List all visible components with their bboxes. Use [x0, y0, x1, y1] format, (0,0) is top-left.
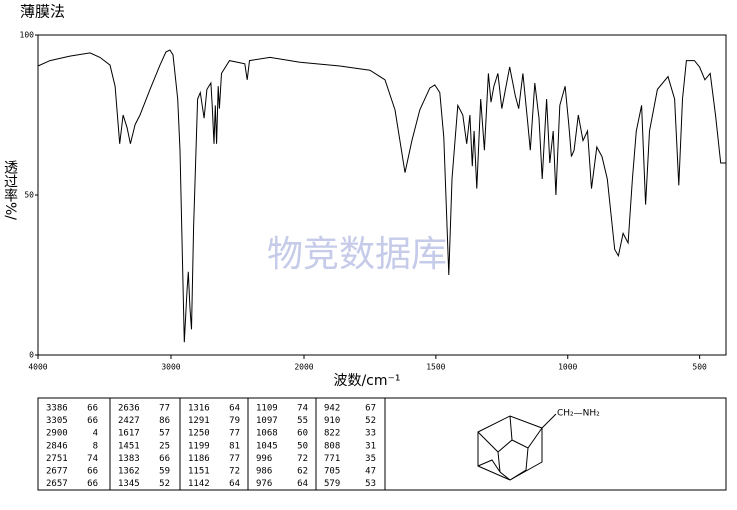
- peak-transmittance: 62: [297, 467, 308, 477]
- peak-transmittance: 60: [297, 429, 308, 439]
- peak-transmittance: 59: [159, 467, 170, 477]
- bond: [477, 415, 543, 481]
- peak-transmittance: 8: [93, 441, 98, 451]
- peak-transmittance: 64: [229, 479, 240, 489]
- peak-transmittance: 77: [229, 454, 240, 464]
- peak-wavenumber: 2636: [118, 404, 140, 414]
- peak-wavenumber: 1316: [188, 404, 210, 414]
- peak-wavenumber: 2846: [46, 441, 68, 451]
- peak-wavenumber: 1186: [188, 454, 210, 464]
- peak-wavenumber: 2677: [46, 467, 68, 477]
- peak-transmittance: 66: [87, 479, 98, 489]
- plot-frame: [37, 34, 727, 356]
- peak-wavenumber: 910: [324, 416, 340, 426]
- peak-wavenumber: 1362: [118, 467, 140, 477]
- peak-transmittance: 74: [87, 454, 98, 464]
- peak-wavenumber: 822: [324, 429, 340, 439]
- peak-transmittance: 33: [365, 429, 376, 439]
- peak-transmittance: 52: [365, 416, 376, 426]
- peak-wavenumber: 1199: [188, 441, 210, 451]
- peak-wavenumber: 1451: [118, 441, 140, 451]
- peak-transmittance: 53: [365, 479, 376, 489]
- peak-wavenumber: 2657: [46, 479, 68, 489]
- spectrum-line: [37, 49, 726, 343]
- peak-wavenumber: 771: [324, 454, 340, 464]
- peak-transmittance: 86: [159, 416, 170, 426]
- peak-table: [37, 397, 727, 491]
- y-axis-label: 透过率%/: [2, 160, 18, 220]
- y-tick-label: 50: [24, 191, 34, 200]
- peak-wavenumber: 976: [256, 479, 272, 489]
- peak-wavenumber: 1151: [188, 467, 210, 477]
- peak-transmittance: 35: [365, 454, 376, 464]
- peak-transmittance: 77: [229, 429, 240, 439]
- x-axis-label: 波数/cm⁻¹: [333, 373, 400, 389]
- peak-transmittance: 25: [159, 441, 170, 451]
- peak-transmittance: 55: [297, 416, 308, 426]
- peak-wavenumber: 2900: [46, 429, 68, 439]
- peak-transmittance: 4: [93, 429, 98, 439]
- peak-transmittance: 79: [229, 416, 240, 426]
- peak-transmittance: 74: [297, 404, 308, 414]
- x-tick-label: 1000: [558, 363, 577, 372]
- peak-wavenumber: 579: [324, 479, 340, 489]
- peak-wavenumber: 808: [324, 441, 340, 451]
- peak-transmittance: 66: [87, 416, 98, 426]
- peak-transmittance: 47: [365, 467, 376, 477]
- peak-transmittance: 64: [297, 479, 308, 489]
- peak-transmittance: 66: [87, 467, 98, 477]
- peak-wavenumber: 705: [324, 467, 340, 477]
- y-tick-label: 100: [20, 31, 35, 40]
- bond: [541, 413, 557, 429]
- peak-transmittance: 81: [229, 441, 240, 451]
- peak-transmittance: 66: [87, 404, 98, 414]
- peak-wavenumber: 1045: [256, 441, 278, 451]
- peak-transmittance: 72: [229, 467, 240, 477]
- peak-transmittance: 52: [159, 479, 170, 489]
- peak-transmittance: 50: [297, 441, 308, 451]
- peak-transmittance: 77: [159, 404, 170, 414]
- peak-wavenumber: 3305: [46, 416, 68, 426]
- peak-wavenumber: 1383: [118, 454, 140, 464]
- table-frame: [37, 397, 727, 491]
- peak-wavenumber: 1068: [256, 429, 278, 439]
- peak-transmittance: 31: [365, 441, 376, 451]
- x-tick-label: 500: [692, 363, 707, 372]
- bond: [477, 415, 543, 481]
- peak-transmittance: 64: [229, 404, 240, 414]
- peak-wavenumber: 2427: [118, 416, 140, 426]
- x-tick-label: 4000: [28, 363, 47, 372]
- peak-wavenumber: 3386: [46, 404, 68, 414]
- x-tick-label: 1500: [426, 363, 445, 372]
- chart-title: 薄膜法: [20, 3, 65, 21]
- substituent-label: CH₂—NH₂: [557, 409, 600, 419]
- peak-wavenumber: 1142: [188, 479, 210, 489]
- peak-transmittance: 67: [365, 404, 376, 414]
- peak-wavenumber: 986: [256, 467, 272, 477]
- peak-transmittance: 72: [297, 454, 308, 464]
- peak-wavenumber: 942: [324, 404, 340, 414]
- watermark: 物竞数据库: [267, 234, 447, 275]
- peak-wavenumber: 1097: [256, 416, 278, 426]
- peak-transmittance: 66: [159, 454, 170, 464]
- peak-wavenumber: 996: [256, 454, 272, 464]
- peak-wavenumber: 2751: [46, 454, 68, 464]
- molecule: [477, 413, 557, 481]
- x-tick-label: 3000: [161, 363, 180, 372]
- x-tick-label: 2000: [294, 363, 313, 372]
- peak-wavenumber: 1291: [188, 416, 210, 426]
- peak-wavenumber: 1250: [188, 429, 210, 439]
- peak-transmittance: 57: [159, 429, 170, 439]
- peak-wavenumber: 1617: [118, 429, 140, 439]
- peak-wavenumber: 1109: [256, 404, 278, 414]
- y-tick-label: 0: [29, 351, 34, 360]
- peak-wavenumber: 1345: [118, 479, 140, 489]
